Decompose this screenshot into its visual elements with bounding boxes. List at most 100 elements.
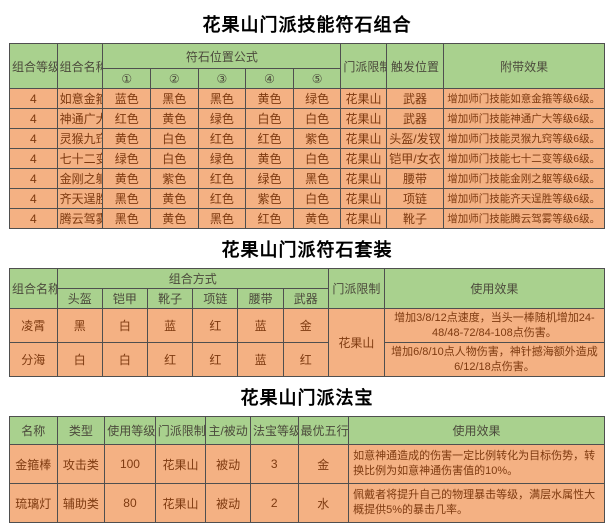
table-cell: 神通广大 (56, 108, 104, 129)
table-cell: 4 (9, 188, 58, 209)
table-cell: 白色 (245, 108, 294, 129)
rune-set-rows: 凌霄黑白蓝红蓝金花果山 增加3/8/12点速度，当头一棒随机增加24-48/48-… (9, 308, 606, 377)
col-header-use-level: 使用等级 (104, 416, 156, 445)
skill-rune-combo-table: 组合等级 组合名称 符石位置公式 门派限制 触发位置 附带效果 ① ② ③ ④ … (9, 43, 605, 229)
table-cell: 绿色 (102, 148, 151, 169)
rune-set-title: 花果山门派符石套装 (221, 240, 393, 260)
table-cell: 花果山 (154, 444, 207, 484)
table-cell: 金 (282, 308, 329, 343)
table-cell: 黄色 (150, 208, 199, 229)
table-cell: 灵猴九窍 (56, 128, 104, 149)
table-cell: 攻击类 (56, 444, 106, 484)
table-cell: 黄色 (292, 208, 342, 229)
col-header-name: 名称 (9, 416, 58, 445)
table-cell: 红色 (245, 128, 294, 149)
table-cell: 蓝 (237, 308, 284, 343)
table-cell: 七十二变 (56, 148, 104, 169)
col-header-combo-level: 组合等级 (9, 43, 58, 89)
table-row: 分海白白红红蓝红增加6/8/10点人物伤害，神针撼海额外造成6/12/18点伤害… (9, 342, 606, 377)
table-cell: 武器 (385, 88, 445, 109)
col-header-helmet: 头盔 (56, 288, 103, 309)
table-cell: 红色 (245, 208, 294, 229)
col-header-trigger-slot: 触发位置 (385, 43, 445, 89)
table-cell: 紫色 (150, 168, 199, 189)
table-cell: 增加师门技能七十二变等级6级。 (443, 148, 605, 169)
table-cell: 黑色 (197, 88, 247, 109)
table-cell: 如意金箍 (56, 88, 104, 109)
table-cell: 黑色 (150, 88, 199, 109)
table-cell: 被动 (205, 444, 251, 484)
table-cell: 蓝 (237, 342, 284, 377)
table-cell: 绿色 (197, 108, 247, 129)
col-header-pos-5: ⑤ (292, 68, 342, 89)
table-header: 组合等级 组合名称 符石位置公式 门派限制 触发位置 附带效果 ① ② ③ ④ … (9, 43, 605, 89)
table-cell: 黑色 (102, 188, 151, 209)
col-header-pos-3: ③ (197, 68, 247, 89)
table-cell: 琉璃灯 (9, 483, 58, 523)
table-cell: 武器 (385, 108, 445, 129)
table-cell: 金箍棒 (9, 444, 58, 484)
table-header: 名称 类型 使用等级 门派限制 主/被动 法宝等级 最优五行 使用效果 (9, 416, 605, 445)
table-cell: 4 (9, 208, 58, 229)
table-row: 4 神通广大 红色 黄色 绿色 白色 白色 花果山 武器 增加师门技能神通广大等级6级。 (9, 108, 605, 129)
col-header-use-effect: 使用效果 (348, 416, 605, 445)
table-cell: 红色 (197, 188, 247, 209)
table-cell: 白 (101, 342, 149, 377)
table-cell: 被动 (205, 483, 251, 523)
table-cell: 金刚之躯 (56, 168, 104, 189)
table-cell: 黄色 (102, 128, 151, 149)
table-cell: 花果山 (340, 168, 387, 189)
table-cell: 花果山 (340, 108, 387, 129)
col-header-pos-1: ① (102, 68, 151, 89)
table-cell: 水 (297, 483, 350, 523)
table-cell: 白色 (150, 148, 199, 169)
table-cell: 黄色 (150, 188, 199, 209)
table-cell: 2 (249, 483, 299, 523)
table-row: 金箍棒 攻击类 100 花果山 被动 3 金如意神通造成的伤害一定比例转化为目标伤势，转换比… (9, 444, 605, 484)
table-cell: 蓝 (147, 308, 194, 343)
table-cell: 花果山 (154, 483, 207, 523)
table-row: 凌霄黑白蓝红蓝金花果山 增加3/8/12点速度，当头一棒随机增加24-48/48-… (9, 308, 606, 377)
table-cell: 100 (104, 444, 156, 484)
table-row: 琉璃灯 辅助类 80 花果山 被动 2 水佩戴者将提升自己的物理暴击等级，满层水属性大概提供… (9, 483, 605, 523)
table-cell: 白色 (292, 148, 342, 169)
col-header-sect-limit: 门派限制 (154, 416, 207, 445)
col-header-armor: 铠甲 (101, 288, 149, 309)
table-row: 4 如意金箍 蓝色 黑色 黑色 黄色 绿色 花果山 武器 增加师门技能如意金箍等级6级。 (9, 88, 605, 109)
col-header-use-effect: 使用效果 (383, 268, 606, 309)
col-header-type: 类型 (56, 416, 106, 445)
col-header-rune-formula: 符石位置公式 (102, 43, 342, 69)
table-cell: 4 (9, 108, 58, 129)
table-cell: 如意神通造成的伤害一定比例转化为目标伤势，转换比例为如意神通伤害值的10%。 (348, 444, 605, 484)
table-cell: 80 (104, 483, 156, 523)
table-row: 4 七十二变 绿色 白色 绿色 黄色 白色 花果山 铠甲/女衣 增加师门技能七十二变等级6级。 (9, 148, 605, 169)
table-cell: 黄色 (245, 88, 294, 109)
table-cell: 红色 (197, 128, 247, 149)
col-header-combo-name: 组合名称 (56, 43, 104, 89)
table-cell: 花果山 (340, 128, 387, 149)
table-cell: 红 (192, 308, 239, 343)
col-header-weapon: 武器 (282, 288, 329, 309)
table-cell: 增加3/8/12点速度，当头一棒随机增加24-48/48-72/84-108点伤… (383, 308, 606, 343)
table-cell: 分海 (9, 342, 58, 377)
table-cell: 凌霄 (9, 308, 58, 343)
table-cell: 红 (192, 342, 239, 377)
table-cell: 铠甲/女衣 (385, 148, 445, 169)
table-cell: 增加师门技能腾云驾雾等级6级。 (443, 208, 605, 229)
table-cell: 绿色 (292, 88, 342, 109)
table-cell: 花果山 (340, 188, 387, 209)
col-header-boots: 靴子 (147, 288, 194, 309)
table-cell: 黑 (56, 308, 103, 343)
table-cell: 白色 (150, 128, 199, 149)
guide-page: 花果山门派技能符石组合 组合等级 组合名称 符石位置公式 门派限制 触发位置 附… (9, 0, 606, 523)
table-cell: 花果山 (340, 148, 387, 169)
col-header-best-element: 最优五行 (297, 416, 350, 445)
table-cell: 4 (9, 168, 58, 189)
table-cell: 黄色 (245, 148, 294, 169)
table-row: 4 齐天逞胜 黑色 黄色 红色 紫色 白色 花果山 项链 增加师门技能齐天逞胜等级6级。 (9, 188, 605, 209)
col-header-combo-mode: 组合方式 (56, 268, 329, 289)
table-cell: 红 (282, 342, 329, 377)
table-cell: 黑色 (292, 168, 342, 189)
col-header-belt: 腰带 (237, 288, 284, 309)
table-cell: 黄色 (102, 168, 151, 189)
